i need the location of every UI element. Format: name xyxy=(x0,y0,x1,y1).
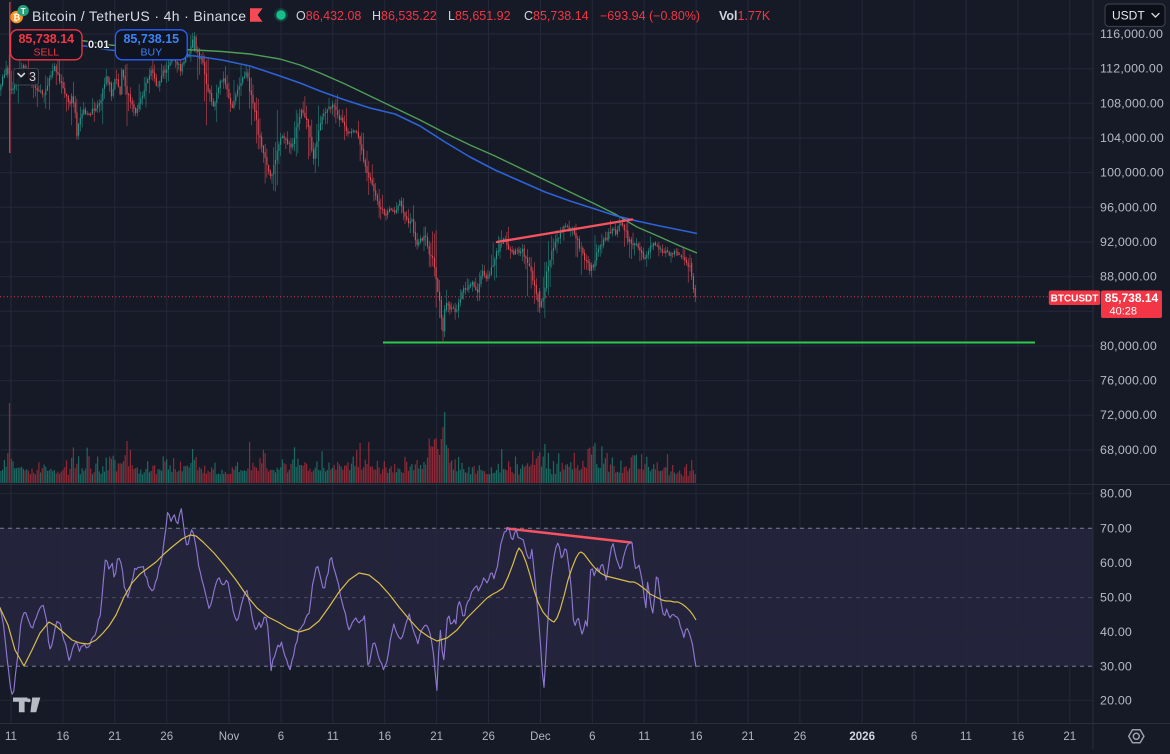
svg-text:70.00: 70.00 xyxy=(1100,521,1132,535)
svg-text:3: 3 xyxy=(29,70,36,84)
svg-text:21: 21 xyxy=(1063,731,1076,743)
svg-text:85,738.15: 85,738.15 xyxy=(123,32,179,46)
svg-text:T: T xyxy=(21,7,26,16)
svg-text:100,000.00: 100,000.00 xyxy=(1100,166,1164,180)
svg-text:80,000.00: 80,000.00 xyxy=(1100,339,1157,353)
svg-text:L85,651.92: L85,651.92 xyxy=(448,9,511,23)
svg-text:H86,535.22: H86,535.22 xyxy=(372,9,437,23)
svg-text:116,000.00: 116,000.00 xyxy=(1100,27,1163,41)
svg-text:Vol1.77K: Vol1.77K xyxy=(719,9,771,23)
svg-text:108,000.00: 108,000.00 xyxy=(1100,96,1164,110)
svg-text:68,000.00: 68,000.00 xyxy=(1100,443,1157,457)
svg-text:76,000.00: 76,000.00 xyxy=(1100,374,1157,388)
svg-text:96,000.00: 96,000.00 xyxy=(1100,200,1157,214)
svg-text:16: 16 xyxy=(57,731,70,743)
svg-text:104,000.00: 104,000.00 xyxy=(1100,131,1164,145)
svg-text:50.00: 50.00 xyxy=(1100,591,1132,605)
svg-text:112,000.00: 112,000.00 xyxy=(1100,62,1163,76)
svg-text:USDT: USDT xyxy=(1112,9,1145,23)
svg-text:11: 11 xyxy=(327,731,339,743)
svg-text:16: 16 xyxy=(690,731,703,743)
svg-text:6: 6 xyxy=(278,731,284,743)
svg-text:C85,738.14: C85,738.14 xyxy=(524,9,589,23)
svg-text:40:28: 40:28 xyxy=(1110,306,1138,318)
svg-text:Bitcoin / TetherUS · 4h · Bina: Bitcoin / TetherUS · 4h · Binance xyxy=(32,8,246,24)
svg-text:88,000.00: 88,000.00 xyxy=(1100,270,1157,284)
svg-text:80.00: 80.00 xyxy=(1100,487,1132,501)
svg-text:Dec: Dec xyxy=(530,731,551,743)
svg-text:21: 21 xyxy=(108,731,121,743)
svg-text:6: 6 xyxy=(589,731,595,743)
svg-text:20.00: 20.00 xyxy=(1100,693,1132,707)
svg-text:72,000.00: 72,000.00 xyxy=(1100,408,1157,422)
svg-text:11: 11 xyxy=(5,731,17,743)
svg-text:O86,432.08: O86,432.08 xyxy=(296,9,361,23)
svg-text:26: 26 xyxy=(482,731,495,743)
svg-text:₿: ₿ xyxy=(13,13,20,23)
svg-text:2026: 2026 xyxy=(849,731,875,743)
svg-text:60.00: 60.00 xyxy=(1100,556,1132,570)
svg-text:11: 11 xyxy=(638,731,650,743)
svg-text:30.00: 30.00 xyxy=(1100,659,1132,673)
svg-text:Nov: Nov xyxy=(219,731,240,743)
svg-text:0.01: 0.01 xyxy=(88,39,109,51)
svg-text:SELL: SELL xyxy=(33,47,59,59)
svg-text:6: 6 xyxy=(911,731,917,743)
svg-text:26: 26 xyxy=(160,731,173,743)
svg-text:92,000.00: 92,000.00 xyxy=(1100,235,1157,249)
svg-text:40.00: 40.00 xyxy=(1100,625,1132,639)
svg-text:21: 21 xyxy=(430,731,443,743)
svg-text:16: 16 xyxy=(1012,731,1025,743)
svg-text:BTCUSDT: BTCUSDT xyxy=(1051,293,1099,304)
svg-text:−693.94 (−0.80%): −693.94 (−0.80%) xyxy=(600,9,700,23)
svg-text:16: 16 xyxy=(378,731,391,743)
svg-text:21: 21 xyxy=(742,731,755,743)
svg-text:26: 26 xyxy=(794,731,807,743)
svg-text:11: 11 xyxy=(960,731,972,743)
svg-text:BUY: BUY xyxy=(141,47,163,59)
svg-text:85,738.14: 85,738.14 xyxy=(1105,291,1159,305)
svg-text:85,738.14: 85,738.14 xyxy=(18,32,74,46)
